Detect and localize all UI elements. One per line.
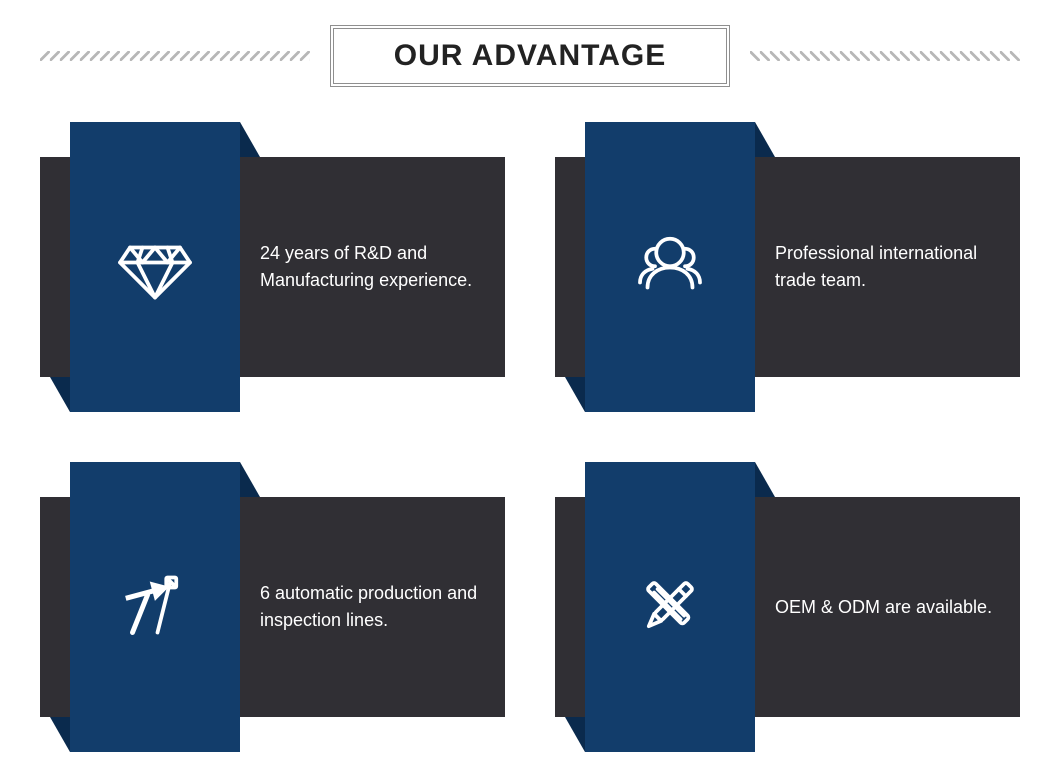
diamond-icon [115, 225, 195, 310]
icon-panel [585, 122, 755, 412]
icon-panel [70, 462, 240, 752]
fold-decor [50, 717, 70, 752]
fold-decor [755, 462, 775, 497]
fold-decor [240, 462, 260, 497]
fold-decor [565, 377, 585, 412]
title-box: OUR ADVANTAGE [330, 25, 730, 87]
advantage-text: OEM & ODM are available. [775, 497, 1000, 717]
advantage-card: Professional international trade team. [555, 122, 1020, 412]
design-icon [630, 565, 710, 650]
fold-decor [565, 717, 585, 752]
fold-decor [50, 377, 70, 412]
decor-zigzag-left [40, 51, 310, 61]
header: OUR ADVANTAGE [0, 0, 1060, 97]
icon-panel [585, 462, 755, 752]
fold-decor [240, 122, 260, 157]
icon-panel [70, 122, 240, 412]
tools-icon [115, 565, 195, 650]
decor-zigzag-right [750, 51, 1020, 61]
team-icon [630, 225, 710, 310]
advantage-card: 24 years of R&D and Manufacturing experi… [40, 122, 505, 412]
advantage-text: 24 years of R&D and Manufacturing experi… [260, 157, 485, 377]
fold-decor [755, 122, 775, 157]
advantage-grid: 24 years of R&D and Manufacturing experi… [0, 97, 1060, 752]
advantage-text: 6 automatic production and inspection li… [260, 497, 485, 717]
advantage-card: OEM & ODM are available. [555, 462, 1020, 752]
section-title: OUR ADVANTAGE [394, 39, 666, 73]
advantage-card: 6 automatic production and inspection li… [40, 462, 505, 752]
advantage-text: Professional international trade team. [775, 157, 1000, 377]
